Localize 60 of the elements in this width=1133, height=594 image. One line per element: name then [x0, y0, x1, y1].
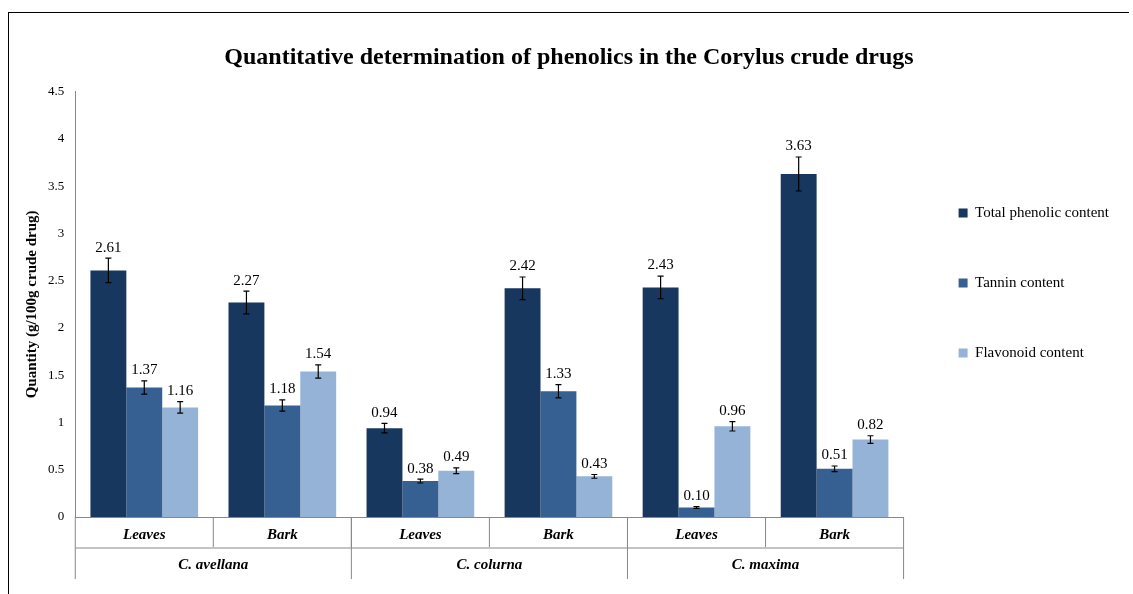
y-tick-label: 0.5: [48, 461, 65, 477]
y-tick-label: 3: [57, 224, 65, 240]
bar: [852, 439, 889, 517]
data-label: 0.49: [443, 448, 470, 465]
x-tick-label: Bark: [818, 525, 851, 542]
bar: [402, 481, 439, 517]
data-label: 0.96: [719, 402, 747, 418]
bar: [540, 391, 577, 517]
text: C. avellana: [178, 555, 249, 572]
data-label: 2.42: [509, 257, 536, 274]
bar: [504, 288, 541, 517]
data-label: 2.61: [95, 238, 122, 255]
data-label: 1.54: [305, 345, 332, 362]
text: C. colurna: [456, 555, 523, 572]
y-tick-label: 3.5: [48, 177, 65, 193]
x-tick-label: Leaves: [674, 525, 718, 542]
legend-label: Total phenolic content: [975, 203, 1110, 220]
x-tick-label: Bark: [542, 525, 575, 542]
y-tick-label: 1: [57, 413, 65, 429]
bar: [780, 174, 817, 517]
bar: [264, 405, 301, 517]
text: C. maxima: [731, 555, 800, 572]
bar: [228, 302, 265, 517]
legend-label: Tannin content: [975, 273, 1066, 290]
bar: [642, 287, 679, 517]
data-label: 0.94: [371, 403, 399, 420]
data-label: 1.18: [269, 380, 296, 397]
y-tick-label: 4.5: [48, 83, 65, 99]
bar: [678, 507, 715, 517]
data-label: 1.33: [545, 365, 572, 382]
legend-label: Flavonoid content: [975, 343, 1085, 360]
bar: [438, 470, 475, 517]
data-label: 1.37: [131, 361, 158, 378]
data-label: 0.51: [821, 446, 848, 463]
y-axis-title: Quantity (g/100g crude drug): [22, 210, 40, 399]
data-label: 0.10: [683, 487, 710, 504]
data-label: 0.38: [407, 459, 434, 476]
bar: [300, 371, 337, 517]
x-tick-label: Leaves: [398, 525, 442, 542]
x-tick-label: Bark: [265, 525, 299, 542]
data-label: 3.63: [785, 137, 812, 154]
bar: [126, 387, 163, 517]
y-tick-label: 4: [57, 130, 65, 146]
bar: [162, 407, 199, 517]
y-tick-label: 1.5: [48, 366, 65, 382]
y-tick-label: 2: [57, 319, 65, 335]
bar: [714, 426, 751, 517]
chart-title: Quantitative determination of phenolics in the Corylus crude drugs: [224, 42, 914, 69]
bar: [366, 428, 403, 517]
data-label: 2.27: [233, 271, 261, 288]
bar: [90, 270, 127, 517]
data-label: 0.43: [581, 454, 608, 471]
x-tick-label: Leaves: [122, 525, 166, 542]
bar: [576, 476, 613, 517]
y-tick-label: 0: [57, 508, 65, 524]
data-label: 1.16: [167, 382, 194, 399]
data-label: 2.43: [647, 256, 674, 273]
y-tick-label: 2.5: [48, 272, 65, 288]
data-label: 0.82: [857, 416, 884, 433]
bar: [816, 468, 853, 517]
